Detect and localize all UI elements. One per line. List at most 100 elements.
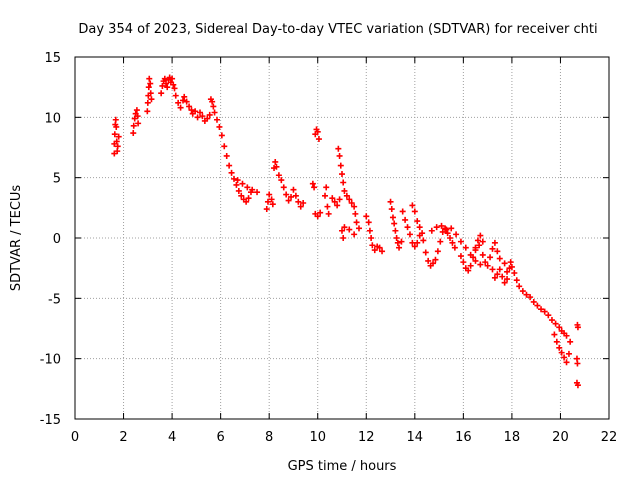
data-point [135, 120, 142, 127]
data-point [339, 227, 345, 234]
data-point [414, 218, 421, 225]
data-point [341, 187, 348, 194]
data-point [460, 259, 467, 266]
data-point [199, 113, 206, 120]
data-point [465, 267, 472, 274]
data-point [183, 98, 190, 105]
data-point [365, 219, 372, 226]
data-point [130, 130, 137, 137]
data-point [275, 172, 282, 179]
y-tick-label: 10 [44, 111, 61, 126]
data-point [470, 254, 477, 261]
data-point [447, 235, 454, 241]
data-point [211, 109, 218, 116]
data-point [366, 227, 373, 234]
data-point [280, 184, 287, 191]
data-point [414, 239, 421, 246]
data-point [538, 306, 545, 313]
data-point [340, 179, 347, 186]
data-point [558, 349, 565, 356]
chart-title: Day 354 of 2023, Sidereal Day-to-day VTE… [78, 22, 597, 37]
data-point [147, 90, 154, 97]
data-point [353, 219, 360, 226]
data-point [144, 99, 151, 106]
data-point [504, 276, 511, 283]
data-point [192, 108, 199, 115]
data-point [340, 235, 347, 241]
data-point [476, 242, 483, 249]
data-point [111, 131, 118, 138]
data-point [479, 251, 486, 258]
data-point [451, 244, 458, 251]
data-point [477, 261, 484, 268]
data-point [113, 123, 120, 130]
data-point [399, 208, 406, 215]
data-point [331, 198, 338, 205]
data-point [563, 359, 570, 366]
data-point [409, 202, 416, 209]
data-point [213, 116, 220, 123]
data-point [175, 99, 182, 106]
data-point [496, 255, 503, 262]
data-point [406, 231, 413, 238]
data-point [278, 177, 285, 184]
x-tick-label: 0 [71, 430, 79, 445]
x-tick-label: 8 [265, 430, 273, 445]
data-point [545, 312, 552, 319]
data-point [285, 197, 292, 204]
data-point [491, 274, 498, 281]
data-point [339, 171, 345, 178]
data-point [315, 136, 322, 143]
data-point [335, 145, 342, 152]
data-point [437, 238, 444, 245]
data-point [376, 244, 383, 251]
x-tick-label: 4 [168, 430, 176, 445]
data-point [314, 128, 321, 135]
data-point [228, 169, 235, 176]
data-point [352, 210, 359, 217]
data-point [323, 184, 330, 191]
data-point [534, 302, 541, 309]
data-point [159, 82, 166, 89]
data-point [268, 196, 275, 203]
data-point [392, 227, 399, 234]
data-point [422, 249, 429, 256]
x-tick-label: 22 [601, 430, 618, 445]
data-point [324, 203, 331, 210]
data-point [161, 75, 168, 82]
data-point [295, 198, 302, 205]
data-point [501, 279, 508, 286]
data-point [351, 231, 358, 238]
data-point [263, 206, 270, 213]
data-point [266, 191, 273, 198]
data-point [243, 198, 250, 205]
data-point [567, 338, 574, 345]
data-point [348, 200, 355, 207]
data-point [530, 298, 537, 305]
data-point [489, 266, 496, 273]
data-point [164, 84, 171, 91]
data-point [494, 271, 501, 278]
data-point [163, 80, 170, 87]
data-point [388, 206, 395, 213]
data-point [393, 235, 400, 241]
data-point [210, 103, 217, 110]
data-point [387, 198, 394, 205]
data-point [487, 254, 494, 261]
data-point [379, 248, 386, 255]
data-point [249, 186, 256, 193]
data-point [472, 247, 479, 254]
grid-lines [75, 57, 609, 419]
y-tick-label: 15 [44, 51, 61, 66]
data-point [113, 138, 120, 145]
data-point [272, 158, 279, 165]
data-point [411, 243, 418, 250]
data-point [334, 202, 341, 209]
data-point [115, 133, 122, 140]
data-point [297, 203, 304, 210]
data-point [573, 379, 580, 386]
data-point [194, 114, 201, 121]
data-point [172, 92, 179, 99]
data-point [369, 242, 376, 249]
